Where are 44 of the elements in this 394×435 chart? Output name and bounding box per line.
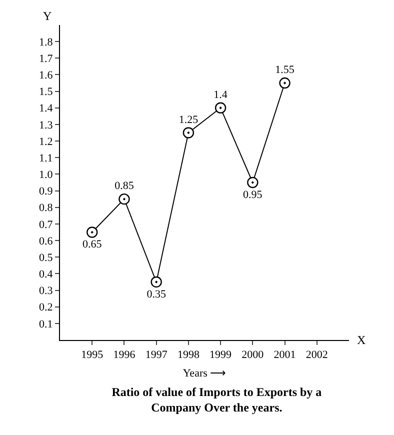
data-label: 1.55 [275,64,295,76]
x-tick-label: 2000 [242,349,264,362]
y-tick-label: 0.8 [39,202,54,214]
y-tick-label: 0.6 [39,235,54,248]
y-tick-label: 0.9 [39,186,54,198]
y-tick-label: 0.1 [39,318,53,330]
y-tick-label: 1.0 [39,169,54,182]
data-label: 0.65 [82,238,102,251]
x-tick-label: 1995 [81,349,104,362]
y-tick-label: 0.2 [39,302,53,314]
y-tick-label: 1.4 [39,102,54,115]
data-label: 0.35 [146,288,166,300]
x-tick-label: 1996 [113,349,136,362]
y-tick-label: 1.6 [39,70,54,82]
y-tick-label: 1.8 [39,36,54,48]
x-tick-label: 2002 [306,349,328,362]
point [247,176,258,188]
point [182,127,194,138]
data-label: 0.85 [114,180,134,192]
data-label: 0.95 [243,189,263,201]
y-tick-label: 0.3 [39,285,54,298]
y-tick-label: 0.7 [39,218,54,231]
x-tick-label: 1999 [210,349,232,362]
point [150,276,162,288]
y-tick-label: 1.7 [39,53,54,66]
y-axis-title: Y [43,9,52,23]
x-tick-label: 1997 [145,349,168,362]
text: Ratio of value of Imports to Exports by a Company Over the years. [112,384,322,414]
y-tick-label: 1.5 [39,86,54,98]
y-tick-label: 1.2 [39,136,53,148]
point [118,193,130,205]
x-tick-label: 1998 [177,349,200,362]
y-tick-label: 0.5 [39,252,54,264]
y-tick-label: 1.1 [39,152,53,164]
text: X [357,333,366,347]
x-axis-title: Years ⟶ [182,367,226,380]
point [86,226,98,238]
y-tick-label: 0.4 [39,268,54,281]
x-tick-label: 2001 [274,349,296,362]
data-label: 1.25 [178,114,199,126]
point [214,102,226,114]
point [279,77,290,89]
data-label: 1.4 [214,88,228,101]
y-tick-label: 1.3 [39,119,54,132]
